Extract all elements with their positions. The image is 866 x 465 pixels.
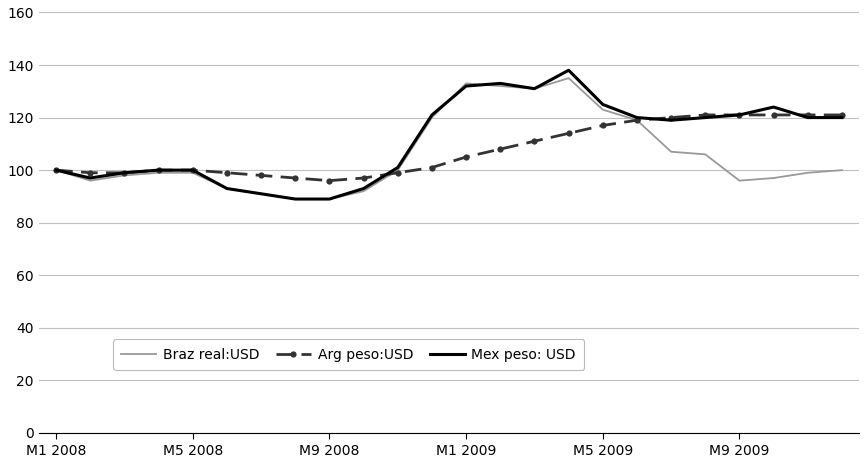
Line: Arg peso:USD: Arg peso:USD bbox=[53, 112, 845, 184]
Arg peso:USD bbox=[803, 112, 813, 118]
Arg peso:USD bbox=[290, 175, 301, 181]
Mex peso: USD: (20, 121): USD: (20, 121) bbox=[734, 112, 745, 118]
Legend: Braz real:USD, Arg peso:USD, Mex peso: USD: Braz real:USD, Arg peso:USD, Mex peso: U… bbox=[113, 339, 585, 370]
Mex peso: USD: (16, 125): USD: (16, 125) bbox=[598, 102, 608, 107]
Arg peso:USD bbox=[700, 112, 710, 118]
Mex peso: USD: (19, 120): USD: (19, 120) bbox=[700, 115, 710, 120]
Arg peso:USD bbox=[120, 170, 130, 176]
Arg peso:USD bbox=[734, 112, 745, 118]
Arg peso:USD bbox=[598, 123, 608, 128]
Arg peso:USD bbox=[837, 112, 847, 118]
Braz real:USD bbox=[290, 196, 301, 202]
Arg peso:USD bbox=[188, 167, 198, 173]
Arg peso:USD bbox=[392, 170, 403, 176]
Mex peso: USD: (7, 89): USD: (7, 89) bbox=[290, 196, 301, 202]
Mex peso: USD: (0, 100): USD: (0, 100) bbox=[51, 167, 61, 173]
Braz real:USD bbox=[392, 167, 403, 173]
Mex peso: USD: (5, 93): USD: (5, 93) bbox=[222, 186, 232, 191]
Braz real:USD bbox=[51, 167, 61, 173]
Arg peso:USD bbox=[153, 167, 164, 173]
Braz real:USD bbox=[461, 80, 471, 86]
Mex peso: USD: (13, 133): USD: (13, 133) bbox=[495, 80, 506, 86]
Braz real:USD bbox=[632, 117, 643, 123]
Braz real:USD bbox=[85, 178, 95, 183]
Braz real:USD bbox=[495, 83, 506, 89]
Braz real:USD bbox=[734, 178, 745, 183]
Mex peso: USD: (11, 121): USD: (11, 121) bbox=[427, 112, 437, 118]
Mex peso: USD: (17, 120): USD: (17, 120) bbox=[632, 115, 643, 120]
Braz real:USD bbox=[803, 170, 813, 176]
Braz real:USD bbox=[255, 191, 266, 197]
Braz real:USD bbox=[598, 107, 608, 113]
Mex peso: USD: (15, 138): USD: (15, 138) bbox=[564, 67, 574, 73]
Mex peso: USD: (9, 93): USD: (9, 93) bbox=[359, 186, 369, 191]
Braz real:USD bbox=[359, 188, 369, 194]
Braz real:USD bbox=[222, 186, 232, 191]
Arg peso:USD bbox=[255, 173, 266, 178]
Braz real:USD bbox=[427, 115, 437, 120]
Arg peso:USD bbox=[324, 178, 334, 183]
Braz real:USD bbox=[837, 167, 847, 173]
Braz real:USD bbox=[666, 149, 676, 154]
Braz real:USD bbox=[768, 175, 779, 181]
Arg peso:USD bbox=[427, 165, 437, 170]
Arg peso:USD bbox=[632, 117, 643, 123]
Mex peso: USD: (4, 100): USD: (4, 100) bbox=[188, 167, 198, 173]
Braz real:USD bbox=[529, 86, 540, 92]
Arg peso:USD bbox=[222, 170, 232, 176]
Arg peso:USD bbox=[85, 170, 95, 176]
Mex peso: USD: (6, 91): USD: (6, 91) bbox=[255, 191, 266, 197]
Mex peso: USD: (14, 131): USD: (14, 131) bbox=[529, 86, 540, 92]
Braz real:USD bbox=[188, 170, 198, 176]
Arg peso:USD bbox=[359, 175, 369, 181]
Line: Mex peso: USD: Mex peso: USD bbox=[56, 70, 842, 199]
Mex peso: USD: (22, 120): USD: (22, 120) bbox=[803, 115, 813, 120]
Arg peso:USD bbox=[564, 131, 574, 136]
Arg peso:USD bbox=[768, 112, 779, 118]
Mex peso: USD: (8, 89): USD: (8, 89) bbox=[324, 196, 334, 202]
Mex peso: USD: (21, 124): USD: (21, 124) bbox=[768, 104, 779, 110]
Braz real:USD bbox=[700, 152, 710, 157]
Mex peso: USD: (23, 120): USD: (23, 120) bbox=[837, 115, 847, 120]
Mex peso: USD: (1, 97): USD: (1, 97) bbox=[85, 175, 95, 181]
Arg peso:USD bbox=[51, 167, 61, 173]
Braz real:USD bbox=[153, 170, 164, 176]
Mex peso: USD: (10, 101): USD: (10, 101) bbox=[392, 165, 403, 170]
Arg peso:USD bbox=[461, 154, 471, 160]
Arg peso:USD bbox=[666, 115, 676, 120]
Line: Braz real:USD: Braz real:USD bbox=[56, 78, 842, 199]
Mex peso: USD: (12, 132): USD: (12, 132) bbox=[461, 83, 471, 89]
Braz real:USD bbox=[324, 196, 334, 202]
Mex peso: USD: (3, 100): USD: (3, 100) bbox=[153, 167, 164, 173]
Mex peso: USD: (18, 119): USD: (18, 119) bbox=[666, 117, 676, 123]
Arg peso:USD bbox=[529, 139, 540, 144]
Braz real:USD bbox=[564, 75, 574, 81]
Braz real:USD bbox=[120, 173, 130, 178]
Arg peso:USD bbox=[495, 146, 506, 152]
Mex peso: USD: (2, 99): USD: (2, 99) bbox=[120, 170, 130, 176]
